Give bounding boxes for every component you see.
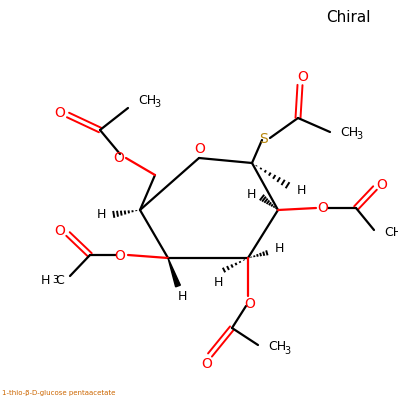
Text: O: O [377, 178, 387, 192]
Text: C: C [55, 273, 64, 286]
Text: H: H [246, 188, 256, 201]
Text: O: O [55, 106, 65, 120]
Text: H: H [41, 273, 50, 286]
Text: 3: 3 [154, 99, 160, 109]
Text: O: O [244, 297, 256, 311]
Text: 3: 3 [356, 131, 362, 141]
Text: O: O [201, 357, 213, 371]
Text: H: H [274, 241, 284, 255]
Text: O: O [195, 142, 205, 156]
Text: S: S [259, 132, 267, 146]
Text: O: O [113, 151, 125, 165]
Text: CH: CH [138, 93, 156, 107]
Text: CH: CH [268, 340, 286, 354]
Text: CH: CH [384, 225, 398, 239]
Text: O: O [298, 70, 308, 84]
Text: CH: CH [340, 126, 358, 138]
Text: 1-thio-β-D-glucose pentaacetate: 1-thio-β-D-glucose pentaacetate [2, 390, 115, 396]
Text: H: H [213, 275, 223, 288]
Polygon shape [168, 258, 180, 287]
Text: O: O [115, 249, 125, 263]
Text: O: O [318, 201, 328, 215]
Text: 3: 3 [52, 275, 58, 285]
Text: 3: 3 [284, 346, 290, 356]
Text: H: H [178, 290, 187, 302]
Text: H: H [96, 207, 106, 221]
Text: O: O [55, 224, 65, 238]
Text: H: H [297, 184, 306, 196]
Text: Chiral: Chiral [326, 10, 370, 26]
